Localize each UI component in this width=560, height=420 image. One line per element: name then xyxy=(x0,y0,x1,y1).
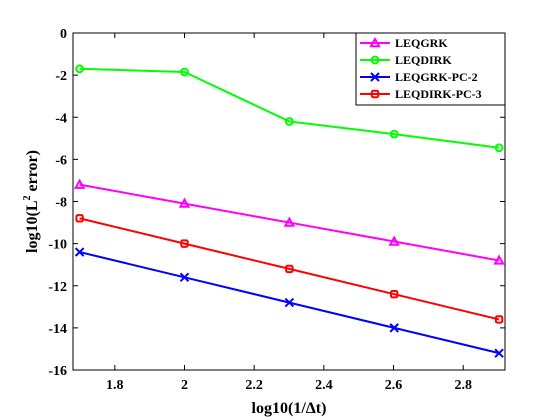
data-point-marker xyxy=(390,289,399,299)
ticks-layer: 1.8 2 2.2 2.4 2.6 2.8 0 -2 -4 -6 -8 -10 -12 -14 -16 xyxy=(48,27,505,393)
y-axis-label: log10(L2 error) xyxy=(22,150,41,253)
data-point-marker xyxy=(180,67,189,77)
legend-entries: LEQGRK LEQDIRK LEQGRK-PC-2 LEQDIRK-PC-3 xyxy=(360,36,482,101)
data-point-marker xyxy=(370,72,380,82)
data-point-marker xyxy=(74,247,85,257)
data-point-marker xyxy=(179,272,190,283)
legend-label: LEQDIRK-PC-3 xyxy=(395,87,482,101)
y-tick-label: -2 xyxy=(55,69,67,84)
series-leqgrk-pc-2 xyxy=(74,247,504,358)
series-leqdirk xyxy=(75,64,504,153)
y-tick-label: -14 xyxy=(48,322,67,337)
data-point-marker xyxy=(494,315,504,324)
y-axis-label-tail: error) xyxy=(24,150,41,195)
legend-entry-leqdirk-pc-3: LEQDIRK-PC-3 xyxy=(360,87,482,101)
y-axis-label-main: log10(L xyxy=(24,201,41,253)
series-line xyxy=(79,67,500,149)
legend-entry-leqgrk: LEQGRK xyxy=(360,36,448,50)
series-line xyxy=(79,217,500,321)
series-line xyxy=(79,183,500,262)
data-point-marker xyxy=(284,297,295,308)
legend-entry-leqgrk-pc-2: LEQGRK-PC-2 xyxy=(360,70,478,84)
series-layer xyxy=(73,64,505,358)
data-point-marker xyxy=(493,254,505,265)
x-axis-label: log10(1/Δt) xyxy=(252,400,327,417)
x-tick-label: 2.2 xyxy=(245,378,263,393)
data-point-marker xyxy=(369,36,381,48)
legend-label: LEQDIRK xyxy=(395,53,452,67)
legend-entry-leqdirk: LEQDIRK xyxy=(360,53,452,67)
data-point-marker xyxy=(389,129,399,139)
data-point-marker xyxy=(285,264,294,274)
data-point-marker xyxy=(284,117,294,126)
y-tick-label: -4 xyxy=(55,111,67,126)
x-tick-label: 1.8 xyxy=(106,378,124,393)
data-point-marker xyxy=(73,178,86,189)
y-axis-label-superscript: 2 xyxy=(22,196,33,201)
y-tick-label: -8 xyxy=(55,196,67,211)
legend: LEQGRK LEQDIRK LEQGRK-PC-2 LEQDIRK-PC-3 xyxy=(355,32,506,106)
x-tick-label: 2.4 xyxy=(315,378,333,393)
x-tick-label: 2.6 xyxy=(385,378,403,393)
data-point-marker xyxy=(494,348,504,358)
data-point-marker xyxy=(75,64,85,74)
data-point-marker xyxy=(180,239,189,248)
x-tick-label: 2 xyxy=(181,378,188,393)
data-point-marker xyxy=(178,197,191,208)
legend-label: LEQGRK-PC-2 xyxy=(395,70,478,84)
y-tick-label: -10 xyxy=(48,238,67,253)
data-point-marker xyxy=(75,214,84,223)
series-leqgrk xyxy=(73,178,505,265)
x-tick-label: 2.8 xyxy=(454,378,472,393)
legend-label: LEQGRK xyxy=(395,36,448,50)
data-point-marker xyxy=(494,143,504,153)
data-point-marker xyxy=(283,216,296,227)
data-point-marker xyxy=(388,235,400,246)
y-tick-label: 0 xyxy=(60,27,67,42)
y-tick-label: -12 xyxy=(48,280,67,295)
data-point-marker xyxy=(389,323,399,333)
data-point-marker xyxy=(370,55,380,65)
data-point-marker xyxy=(370,89,380,99)
series-leqdirk-pc-3 xyxy=(75,214,504,324)
y-tick-label: -6 xyxy=(55,153,67,168)
y-tick-label: -16 xyxy=(48,364,67,379)
